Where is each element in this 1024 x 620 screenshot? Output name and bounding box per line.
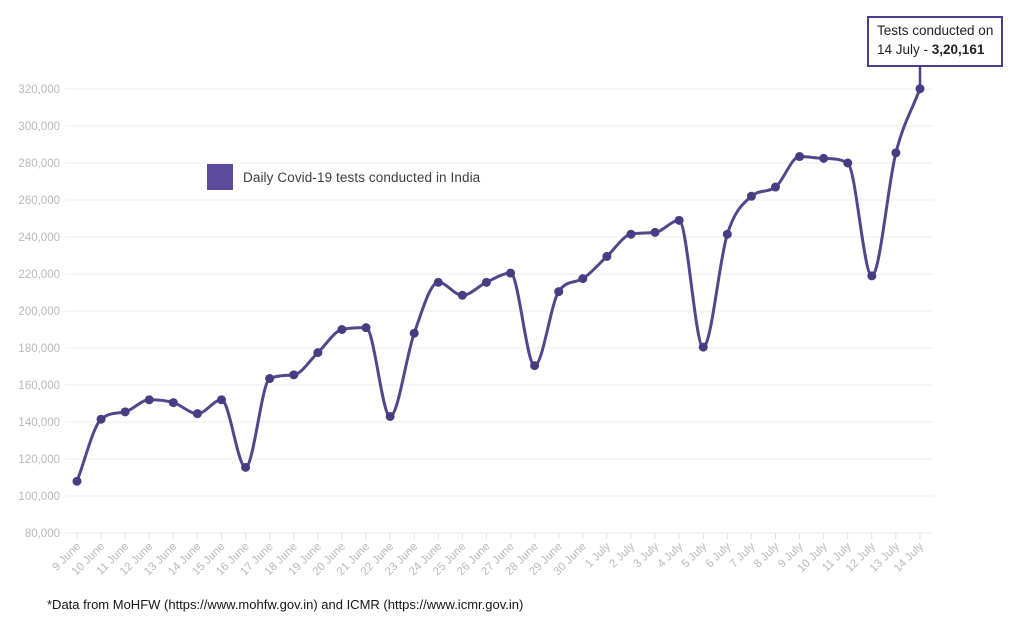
data-point[interactable]	[289, 370, 299, 380]
legend-label: Daily Covid-19 tests conducted in India	[243, 169, 481, 185]
data-point[interactable]	[385, 411, 395, 421]
data-point[interactable]	[192, 409, 202, 419]
data-point[interactable]	[265, 374, 275, 384]
data-point[interactable]	[337, 325, 347, 334]
source-note: *Data from MoHFW (https://www.mohfw.gov.…	[47, 597, 524, 612]
y-axis-label: 80,000	[25, 528, 60, 540]
data-point[interactable]	[481, 277, 491, 287]
data-point[interactable]	[72, 476, 82, 486]
data-point[interactable]	[674, 215, 684, 225]
data-point[interactable]	[457, 290, 467, 300]
data-point[interactable]	[217, 395, 227, 405]
legend-swatch	[207, 164, 233, 190]
x-axis-label: 4 July	[656, 540, 686, 570]
data-point[interactable]	[698, 342, 708, 352]
x-axis-label: 7 July	[728, 540, 758, 570]
y-axis-label: 240,000	[18, 232, 60, 244]
data-point[interactable]	[168, 398, 178, 408]
data-point[interactable]	[361, 323, 371, 333]
data-point[interactable]	[819, 153, 829, 163]
data-point[interactable]	[578, 274, 588, 284]
y-axis-label: 280,000	[18, 158, 60, 170]
x-axis-label: 2 July	[607, 540, 637, 570]
annotation-line1: Tests conducted on	[877, 23, 994, 38]
data-point[interactable]	[313, 348, 323, 358]
data-point[interactable]	[746, 191, 756, 201]
y-axis-label: 220,000	[18, 269, 60, 281]
y-axis-label: 140,000	[18, 417, 60, 429]
x-axis-label: 6 July	[704, 540, 734, 570]
data-point[interactable]	[506, 268, 516, 278]
x-axis-label: 8 July	[752, 540, 782, 570]
data-point[interactable]	[891, 148, 901, 158]
y-axis-label: 260,000	[18, 195, 60, 207]
data-point[interactable]	[554, 287, 564, 297]
x-axis-label: 1 July	[583, 540, 613, 570]
x-axis-label: 5 July	[680, 540, 710, 570]
data-point[interactable]	[722, 229, 732, 239]
data-point[interactable]	[867, 271, 877, 281]
data-point[interactable]	[650, 227, 660, 237]
y-axis-label: 160,000	[18, 380, 60, 392]
y-axis-label: 320,000	[18, 84, 60, 96]
data-point[interactable]	[120, 407, 130, 417]
data-point[interactable]	[530, 361, 540, 371]
y-axis-label: 300,000	[18, 121, 60, 133]
data-point[interactable]	[795, 152, 805, 162]
data-point[interactable]	[626, 229, 636, 239]
data-point[interactable]	[96, 414, 106, 424]
data-point[interactable]	[843, 158, 853, 168]
data-point[interactable]	[770, 182, 780, 192]
data-point[interactable]	[409, 328, 419, 338]
y-axis-label: 100,000	[18, 491, 60, 503]
data-point[interactable]	[915, 84, 925, 94]
y-axis-label: 200,000	[18, 306, 60, 318]
y-axis-label: 120,000	[18, 454, 60, 466]
annotation-value: 3,20,161	[931, 41, 985, 57]
y-axis-label: 180,000	[18, 343, 60, 355]
data-point[interactable]	[602, 251, 612, 261]
annotation-box: Tests conducted on 14 July - 3,20,161	[867, 16, 1004, 67]
data-point[interactable]	[433, 277, 443, 287]
chart-legend: Daily Covid-19 tests conducted in India	[207, 164, 480, 190]
data-point[interactable]	[241, 462, 251, 472]
data-point[interactable]	[144, 395, 154, 405]
annotation-line2-prefix: 14 July -	[877, 41, 932, 57]
x-axis-label: 3 July	[631, 540, 661, 570]
